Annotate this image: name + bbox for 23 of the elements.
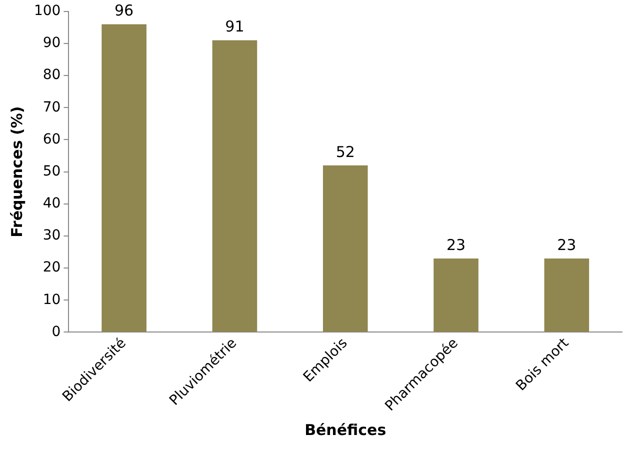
bar [212,40,258,332]
data-label: 52 [336,142,355,161]
bar [434,258,478,332]
data-label: 96 [114,2,134,20]
y-axis-title: Fréquences (%) [8,106,26,238]
x-axis-title: Bénéfices [304,420,386,439]
y-tick-label: 0 [52,324,61,340]
y-tick-label: 20 [42,260,61,276]
y-tick-label: 40 [42,196,61,212]
y-tick-label: 100 [34,3,61,20]
bar [102,24,146,332]
y-tick-label: 90 [42,35,61,52]
y-tick-label: 30 [42,228,61,244]
y-tick-label: 70 [42,99,61,116]
y-tick-label: 50 [42,163,61,180]
y-tick-label: 10 [42,292,61,308]
bar [322,165,368,332]
y-tick-label: 80 [42,67,61,84]
data-label: 23 [446,236,466,254]
data-label: 23 [557,236,576,254]
bar [544,258,590,332]
data-label: 91 [225,18,244,36]
y-tick-label: 60 [42,131,61,148]
